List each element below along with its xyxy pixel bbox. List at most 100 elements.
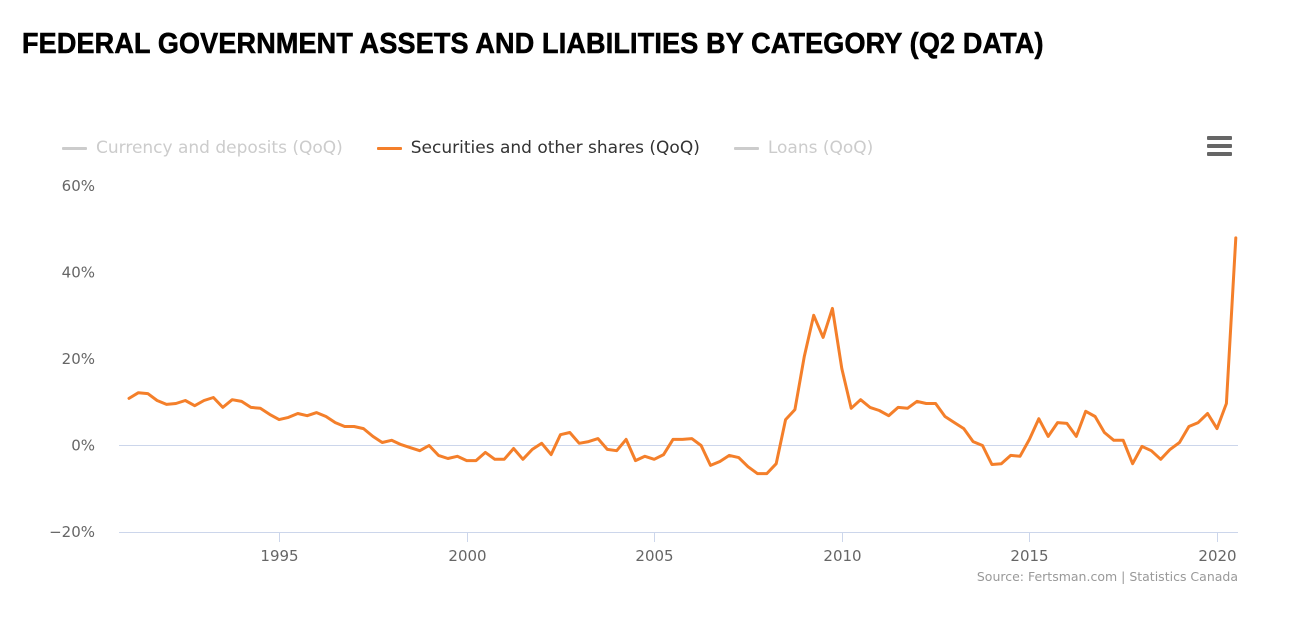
data-point[interactable] xyxy=(941,413,949,421)
data-point[interactable] xyxy=(632,457,640,465)
data-point[interactable] xyxy=(510,445,518,453)
data-point[interactable] xyxy=(697,442,705,450)
data-point[interactable] xyxy=(360,425,368,433)
data-point[interactable] xyxy=(163,400,171,408)
data-point[interactable] xyxy=(472,457,480,465)
data-point[interactable] xyxy=(425,442,433,450)
data-point[interactable] xyxy=(641,452,649,460)
data-point[interactable] xyxy=(266,410,274,418)
data-point[interactable] xyxy=(594,435,602,443)
data-point[interactable] xyxy=(922,400,930,408)
data-point[interactable] xyxy=(810,311,818,319)
data-point[interactable] xyxy=(294,410,302,418)
data-point[interactable] xyxy=(284,413,292,421)
data-point[interactable] xyxy=(782,416,790,424)
source-credit[interactable]: Source: Fertsman.com | Statistics Canada xyxy=(976,569,1238,584)
data-point[interactable] xyxy=(707,461,715,469)
data-point[interactable] xyxy=(341,423,349,431)
data-point[interactable] xyxy=(172,400,180,408)
data-point[interactable] xyxy=(1157,455,1165,463)
data-point[interactable] xyxy=(819,333,827,341)
data-point[interactable] xyxy=(650,455,658,463)
data-point[interactable] xyxy=(716,458,724,466)
data-point[interactable] xyxy=(969,438,977,446)
data-point[interactable] xyxy=(1119,436,1127,444)
data-point[interactable] xyxy=(1138,442,1146,450)
data-point[interactable] xyxy=(1054,419,1062,427)
data-point[interactable] xyxy=(275,416,283,424)
data-point[interactable] xyxy=(1185,423,1193,431)
data-point[interactable] xyxy=(1082,407,1090,415)
data-point[interactable] xyxy=(1025,435,1033,443)
data-point[interactable] xyxy=(1194,419,1202,427)
data-point[interactable] xyxy=(463,457,471,465)
data-point[interactable] xyxy=(857,396,865,404)
data-point[interactable] xyxy=(547,451,555,459)
data-point[interactable] xyxy=(528,445,536,453)
data-point[interactable] xyxy=(1100,429,1108,437)
data-point[interactable] xyxy=(1176,439,1184,447)
data-point[interactable] xyxy=(1213,425,1221,433)
data-point[interactable] xyxy=(866,403,874,411)
legend-item-loans[interactable]: Loans (QoQ) xyxy=(733,138,873,158)
data-point[interactable] xyxy=(350,423,358,431)
data-point[interactable] xyxy=(134,389,142,397)
data-point[interactable] xyxy=(144,390,152,398)
data-point[interactable] xyxy=(444,455,452,463)
data-point[interactable] xyxy=(603,445,611,453)
data-point[interactable] xyxy=(435,451,443,459)
data-point[interactable] xyxy=(960,425,968,433)
data-point[interactable] xyxy=(331,419,339,427)
data-point[interactable] xyxy=(228,396,236,404)
data-point[interactable] xyxy=(200,397,208,405)
data-point[interactable] xyxy=(500,455,508,463)
data-point[interactable] xyxy=(838,365,846,373)
data-point[interactable] xyxy=(735,454,743,462)
data-point[interactable] xyxy=(744,463,752,471)
data-point[interactable] xyxy=(1091,413,1099,421)
data-point[interactable] xyxy=(247,403,255,411)
data-point[interactable] xyxy=(378,439,386,447)
data-point[interactable] xyxy=(369,432,377,440)
data-point[interactable] xyxy=(904,404,912,412)
data-point[interactable] xyxy=(1016,452,1024,460)
legend-item-currency-and-deposits[interactable]: Currency and deposits (QoQ) xyxy=(62,138,343,158)
series-line-securities-and-other-shares[interactable] xyxy=(127,236,1238,476)
data-point[interactable] xyxy=(950,419,958,427)
data-point[interactable] xyxy=(1166,445,1174,453)
chart-context-menu-button[interactable] xyxy=(1204,134,1234,158)
data-point[interactable] xyxy=(481,448,489,456)
data-point[interactable] xyxy=(416,447,424,455)
data-point[interactable] xyxy=(1232,234,1240,242)
data-point[interactable] xyxy=(256,404,264,412)
data-point[interactable] xyxy=(1063,419,1071,427)
data-point[interactable] xyxy=(322,413,330,421)
data-point[interactable] xyxy=(997,460,1005,468)
data-point[interactable] xyxy=(913,397,921,405)
data-point[interactable] xyxy=(219,403,227,411)
data-point[interactable] xyxy=(453,452,461,460)
data-point[interactable] xyxy=(932,400,940,408)
data-point[interactable] xyxy=(406,444,414,452)
data-point[interactable] xyxy=(988,461,996,469)
data-point[interactable] xyxy=(688,435,696,443)
data-point[interactable] xyxy=(1044,432,1052,440)
data-point[interactable] xyxy=(519,455,527,463)
data-point[interactable] xyxy=(885,412,893,420)
data-point[interactable] xyxy=(1072,432,1080,440)
data-point[interactable] xyxy=(791,406,799,414)
data-point[interactable] xyxy=(538,439,546,447)
legend-item-securities-and-other-shares[interactable]: Securities and other shares (QoQ) xyxy=(376,138,700,158)
data-point[interactable] xyxy=(1222,400,1230,408)
data-point[interactable] xyxy=(979,442,987,450)
data-point[interactable] xyxy=(313,409,321,417)
data-point[interactable] xyxy=(800,352,808,360)
data-point[interactable] xyxy=(1147,447,1155,455)
data-point[interactable] xyxy=(585,438,593,446)
data-point[interactable] xyxy=(772,460,780,468)
data-point[interactable] xyxy=(491,455,499,463)
data-point[interactable] xyxy=(753,470,761,478)
data-point[interactable] xyxy=(875,407,883,415)
data-point[interactable] xyxy=(725,451,733,459)
data-point[interactable] xyxy=(556,431,564,439)
